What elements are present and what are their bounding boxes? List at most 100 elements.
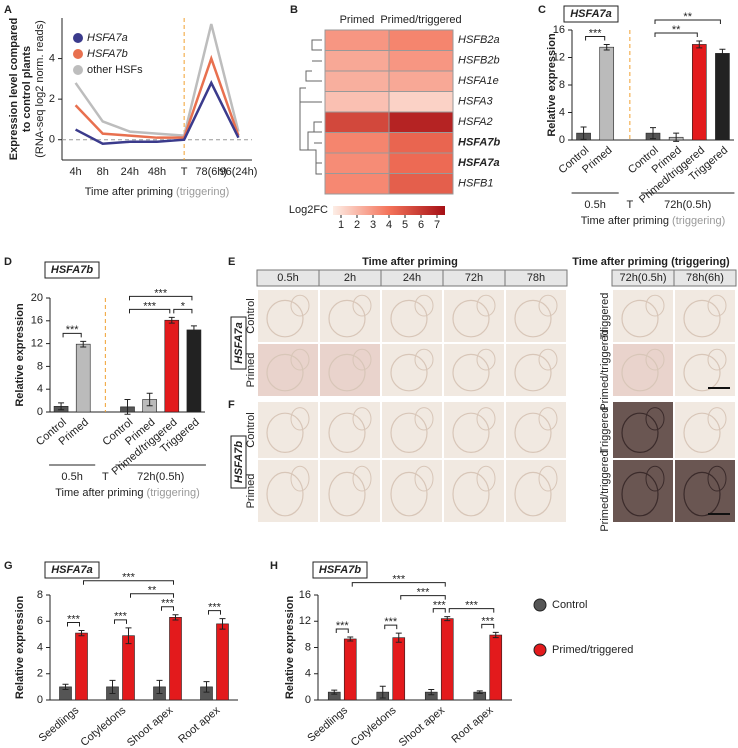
gene-label: HSFA7a	[51, 564, 93, 576]
tissue-outline	[452, 471, 490, 517]
gene-box	[44, 261, 100, 279]
column-label: Primed	[340, 14, 375, 26]
tissue-outline	[414, 407, 434, 431]
x-tick-label: Shoot apex	[397, 704, 448, 748]
significance-label: ***	[417, 587, 431, 599]
gene-box	[563, 5, 619, 23]
tissue-outline	[290, 294, 310, 317]
group-label: T	[626, 199, 633, 211]
tissue-outline	[390, 299, 428, 338]
legend-label: HSFA7b	[87, 48, 128, 60]
error-bar	[125, 627, 132, 645]
tissue-outline	[683, 471, 721, 517]
y-axis-label: Relative expression	[546, 33, 558, 137]
micrograph	[382, 460, 442, 522]
tissue-outline	[683, 299, 721, 338]
micrograph	[258, 402, 318, 458]
legend-label: other HSFs	[87, 64, 143, 76]
panel-letter: C	[538, 4, 546, 16]
tissue-outline	[514, 471, 552, 517]
row-label: HSFA1e	[458, 75, 499, 87]
colorbar-tick-label: 6	[418, 219, 424, 231]
heatmap-cell	[388, 152, 454, 174]
tissue-outline	[683, 353, 721, 392]
colorbar-tick-label: 4	[386, 219, 392, 231]
error-bar	[476, 690, 483, 694]
image-title: Time after priming (triggering)	[572, 256, 730, 268]
column-label: 2h	[344, 272, 356, 284]
error-bar	[156, 679, 163, 694]
colorbar-tick-label: 3	[370, 219, 376, 231]
legend-marker	[73, 65, 83, 75]
gene-box	[230, 316, 247, 370]
error-bar	[444, 616, 451, 622]
colorbar-label: Log2FC	[289, 204, 328, 216]
tissue-outline	[645, 294, 665, 317]
colorbar-tick-label: 5	[402, 219, 408, 231]
tissue-outline	[514, 412, 552, 453]
group-label: T	[102, 471, 109, 483]
significance-bracket	[130, 593, 174, 598]
error-bar	[603, 43, 610, 51]
tissue-outline	[514, 299, 552, 338]
significance-bracket	[384, 624, 398, 630]
heatmap-cell	[388, 91, 454, 113]
significance-bracket	[335, 628, 349, 633]
significance-bracket	[208, 610, 221, 615]
column-label: Primed/triggered	[380, 14, 461, 26]
y-tick-label: 4	[37, 383, 43, 395]
y-tick-label: 12	[31, 338, 43, 350]
row-label: Control	[245, 412, 257, 447]
tissue-outline	[476, 407, 496, 431]
significance-label: ***	[114, 611, 128, 623]
y-axis-label: Relative expression	[14, 303, 26, 407]
micrograph	[506, 402, 566, 458]
tissue-outline	[514, 353, 552, 392]
y-tick-label: 4	[37, 641, 43, 653]
heatmap-cell	[324, 173, 390, 195]
heatmap-cell	[324, 132, 390, 154]
series-line	[74, 80, 240, 146]
tissue-outline	[621, 471, 659, 517]
tissue-outline	[452, 412, 490, 453]
heatmap-cell	[324, 70, 390, 92]
tissue-outline	[452, 299, 490, 338]
tissue-outline	[290, 407, 310, 431]
micrograph	[320, 460, 380, 522]
x-axis-label-main: Time after priming	[581, 215, 669, 227]
bar	[75, 343, 91, 413]
significance-bracket	[481, 623, 495, 629]
significance-bracket	[62, 332, 82, 338]
y-tick-label: 8	[37, 360, 43, 372]
x-axis-label-note: (triggering)	[176, 186, 229, 198]
error-bar	[696, 40, 703, 49]
significance-bracket	[114, 619, 127, 624]
tissue-outline	[266, 471, 304, 517]
tissue-outline	[645, 407, 665, 431]
micrograph	[382, 344, 442, 396]
heatmap-cell	[324, 91, 390, 113]
panel-letter: F	[228, 399, 235, 411]
bar	[489, 634, 503, 701]
heatmap-cell	[388, 111, 454, 133]
x-tick-label: Seedlings	[37, 704, 82, 745]
micrograph	[320, 344, 380, 396]
tissue-outline	[621, 412, 659, 453]
gene-box	[312, 561, 368, 579]
column-header	[504, 269, 568, 287]
micrograph	[382, 402, 442, 458]
colorbar	[333, 206, 445, 215]
error-bar	[172, 614, 179, 621]
y-tick-label: 2	[37, 668, 43, 680]
micrograph	[258, 290, 318, 342]
significance-label: ***	[66, 324, 80, 336]
bar	[440, 618, 454, 701]
y-tick-label: 4	[305, 668, 311, 680]
y-tick-label: 20	[31, 292, 43, 304]
micrograph	[444, 402, 504, 458]
tissue-outline	[352, 294, 372, 317]
heatmap-cell	[388, 50, 454, 72]
significance-bracket	[654, 32, 698, 37]
significance-label: ***	[465, 600, 479, 612]
